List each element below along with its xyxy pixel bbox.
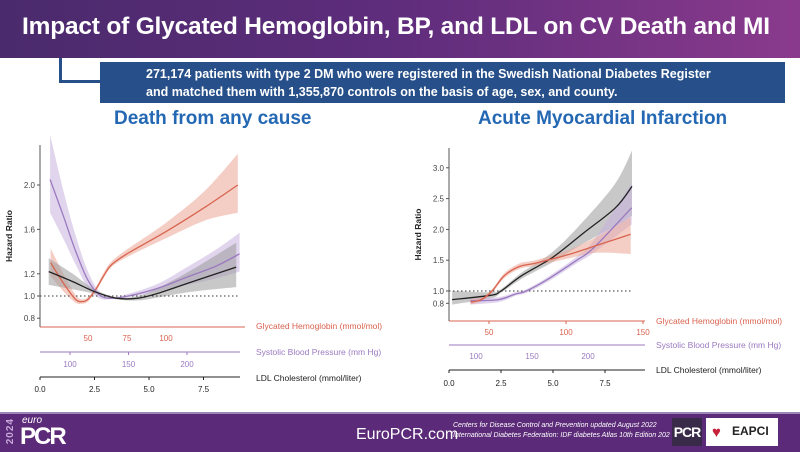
x-axis-label: Glycated Hemoglobin (mmol/mol) (656, 316, 782, 326)
x-tick-label: 75 (123, 334, 132, 343)
chart-title-death: Death from any cause (114, 108, 312, 129)
y-tick-label: 2.5 (433, 195, 445, 204)
y-axis-label: Hazard Ratio (413, 209, 423, 261)
series-line-1-1 (470, 207, 633, 302)
y-tick-label: 1.0 (24, 292, 36, 301)
x-tick-label: 5.0 (143, 385, 155, 394)
slide-header: Impact of Glycated Hemoglobin, BP, and L… (0, 0, 800, 58)
x-tick-label: 200 (581, 352, 595, 361)
y-tick-label: 1.2 (24, 270, 36, 279)
y-tick-label: 2.0 (24, 181, 36, 190)
x-axis-label: Systolic Blood Pressure (mm Hg) (656, 340, 781, 350)
y-tick-label: 0.8 (433, 299, 445, 308)
series-line-0-0 (50, 184, 239, 303)
reference-1: Centers for Disease Control and Preventi… (453, 422, 657, 429)
y-tick-label: 3.0 (433, 164, 445, 173)
info-line-1: 271,174 patients with type 2 DM who were… (146, 67, 711, 81)
eapci-text: EAPCI (732, 424, 769, 438)
x-tick-label: 2.5 (89, 385, 101, 394)
series-line-1-0 (452, 185, 633, 301)
ci-band-1-2 (470, 217, 631, 305)
y-tick-label: 0.8 (24, 314, 36, 323)
x-tick-label: 50 (84, 334, 93, 343)
chart-title-mi: Acute Myocardial Infarction (478, 108, 728, 129)
x-axis-label: Systolic Blood Pressure (mm Hg) (256, 347, 381, 357)
slide-title: Impact of Glycated Hemoglobin, BP, and L… (22, 13, 770, 40)
x-tick-label: 5.0 (547, 379, 559, 388)
europcr-logo: PCR (20, 423, 67, 450)
pcr-badge-logo: PCR (672, 418, 702, 446)
x-tick-label: 7.5 (599, 379, 611, 388)
y-tick-label: 1.6 (24, 225, 36, 234)
y-tick-label: 2.0 (433, 225, 445, 234)
reference-2: International Diabetes Federation: IDF d… (453, 432, 670, 439)
x-tick-label: 0.0 (34, 385, 46, 394)
logo-year: 2024 (5, 418, 16, 445)
references: Centers for Disease Control and Preventi… (453, 421, 670, 441)
x-tick-label: 2.5 (495, 379, 507, 388)
x-axis-label: Glycated Hemoglobin (mmol/mol) (256, 321, 382, 331)
x-axis-label: LDL Cholesterol (mmol/liter) (656, 365, 762, 375)
y-tick-label: 1.0 (433, 287, 445, 296)
x-tick-label: 100 (559, 328, 573, 337)
connector-line (59, 58, 104, 83)
x-tick-label: 100 (159, 334, 173, 343)
x-tick-label: 150 (122, 360, 136, 369)
ci-band-0-2 (48, 242, 237, 301)
ci-band-0-0 (50, 153, 238, 305)
ci-band-1-0 (452, 150, 632, 305)
eapci-logo: ♥ EAPCI (706, 418, 778, 446)
series-line-0-2 (48, 266, 237, 300)
y-tick-label: 1.5 (433, 256, 445, 265)
x-tick-label: 0.0 (443, 379, 455, 388)
footer: 2024 euro PCR EuroPCR.com Centers for Di… (0, 412, 800, 452)
info-line-2: and matched them with 1,355,870 controls… (146, 85, 618, 99)
x-axis-label: LDL Cholesterol (mmol/liter) (256, 373, 362, 383)
x-tick-label: 100 (469, 352, 483, 361)
study-info-box: 271,174 patients with type 2 DM who were… (100, 62, 785, 103)
x-tick-label: 100 (63, 360, 77, 369)
x-tick-label: 150 (525, 352, 539, 361)
x-tick-label: 200 (180, 360, 194, 369)
x-tick-label: 50 (485, 328, 494, 337)
x-tick-label: 150 (636, 328, 650, 337)
logo-euro: euro (22, 415, 43, 426)
x-tick-label: 7.5 (198, 385, 210, 394)
heart-icon: ♥ (712, 424, 721, 441)
site-link[interactable]: EuroPCR.com (356, 426, 459, 443)
y-axis-label: Hazard Ratio (4, 210, 14, 262)
series-line-0-1 (49, 179, 240, 299)
series-line-1-2 (470, 233, 631, 303)
